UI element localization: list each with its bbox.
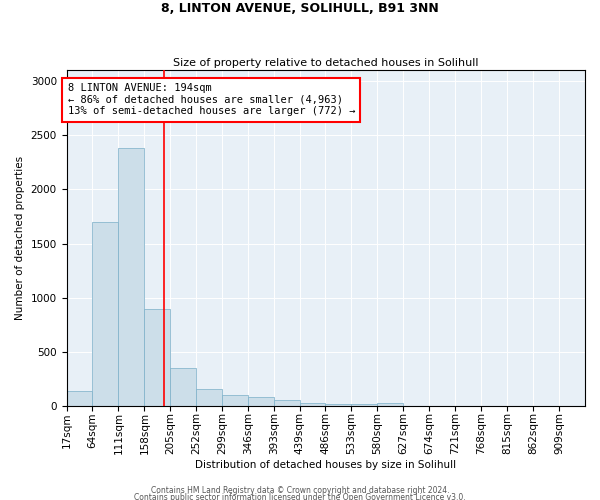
Bar (299, 403, 325, 406)
Bar (248, 398, 274, 406)
Bar (222, 395, 248, 406)
X-axis label: Distribution of detached houses by size in Solihull: Distribution of detached houses by size … (195, 460, 457, 470)
Bar (377, 403, 403, 406)
Title: Size of property relative to detached houses in Solihull: Size of property relative to detached ho… (173, 58, 479, 68)
Bar (67, 391, 92, 406)
Bar (325, 404, 352, 406)
Text: 8, LINTON AVENUE, SOLIHULL, B91 3NN: 8, LINTON AVENUE, SOLIHULL, B91 3NN (161, 2, 439, 16)
Bar (352, 404, 377, 406)
Y-axis label: Number of detached properties: Number of detached properties (15, 156, 25, 320)
Text: Contains public sector information licensed under the Open Government Licence v3: Contains public sector information licen… (134, 494, 466, 500)
Bar (274, 400, 300, 406)
Text: 8 LINTON AVENUE: 194sqm
← 86% of detached houses are smaller (4,963)
13% of semi: 8 LINTON AVENUE: 194sqm ← 86% of detache… (68, 83, 355, 116)
Text: Contains HM Land Registry data © Crown copyright and database right 2024.: Contains HM Land Registry data © Crown c… (151, 486, 449, 495)
Bar (92, 222, 118, 406)
Bar (145, 308, 170, 406)
Bar (118, 148, 145, 406)
Bar (170, 368, 196, 406)
Bar (196, 388, 222, 406)
